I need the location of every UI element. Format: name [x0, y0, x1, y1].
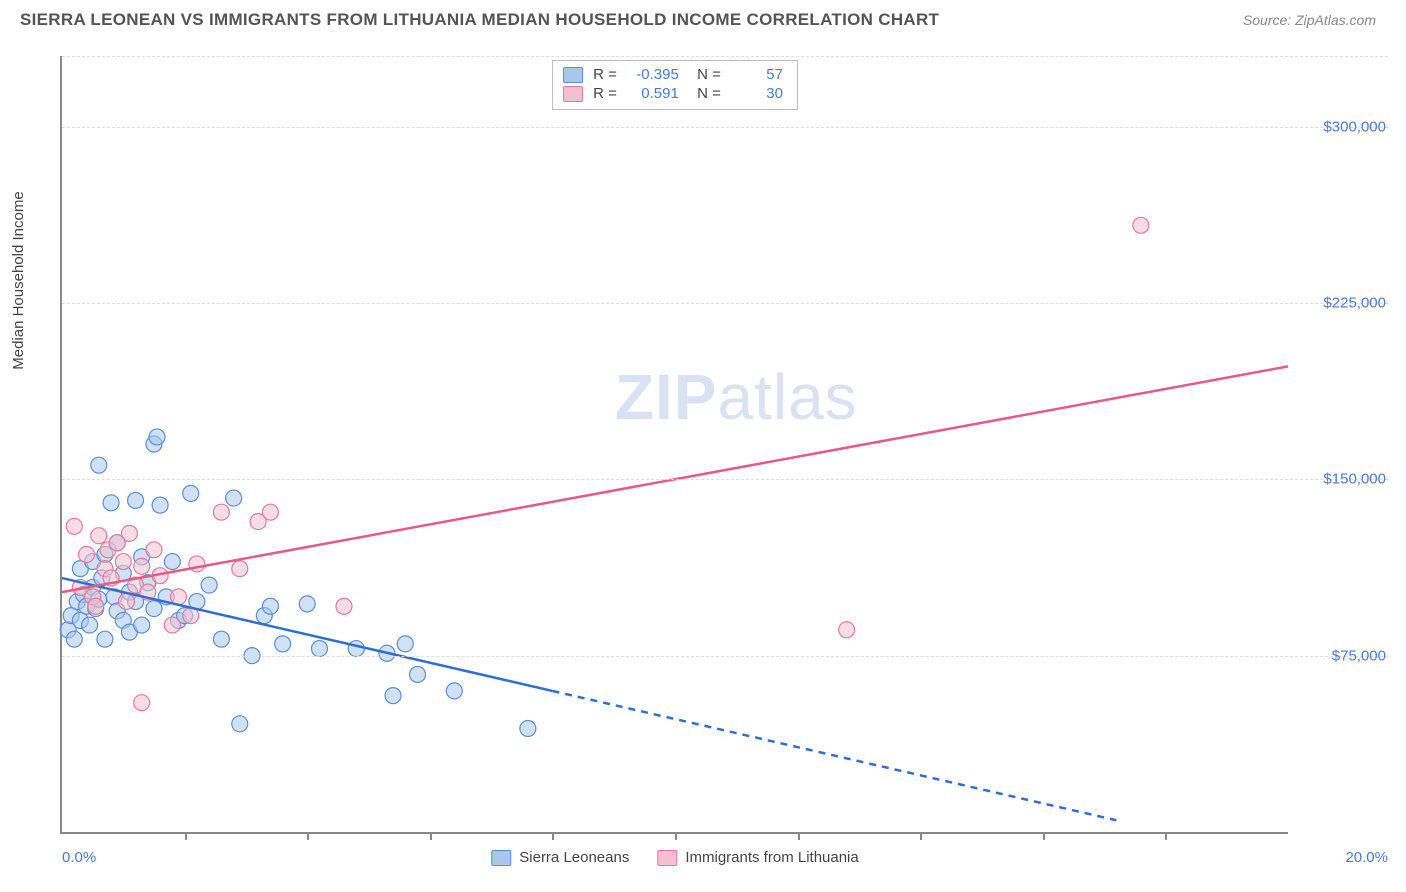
- corr-r-value-0: -0.395: [627, 66, 679, 83]
- data-point: [149, 429, 165, 445]
- x-tick: [798, 832, 800, 840]
- x-tick: [675, 832, 677, 840]
- x-axis-min-label: 0.0%: [62, 849, 96, 866]
- corr-n-label: N =: [689, 85, 721, 102]
- data-point: [183, 485, 199, 501]
- data-point: [146, 542, 162, 558]
- gridline: [62, 127, 1388, 128]
- corr-r-label: R =: [593, 85, 617, 102]
- swatch-series-1: [657, 850, 677, 866]
- bottom-legend: Sierra Leoneans Immigrants from Lithuani…: [491, 849, 858, 866]
- data-point: [146, 601, 162, 617]
- data-point: [201, 577, 217, 593]
- corr-r-value-1: 0.591: [627, 85, 679, 102]
- data-point: [91, 457, 107, 473]
- data-point: [88, 598, 104, 614]
- x-tick: [1043, 832, 1045, 840]
- data-point: [134, 558, 150, 574]
- data-point: [262, 504, 278, 520]
- x-tick: [552, 832, 554, 840]
- legend-item-1: Immigrants from Lithuania: [657, 849, 858, 866]
- chart-title: SIERRA LEONEAN VS IMMIGRANTS FROM LITHUA…: [20, 10, 939, 30]
- chart-container: Median Household Income ZIPatlas R = -0.…: [18, 44, 1388, 874]
- corr-row-series-1: R = 0.591 N = 30: [563, 84, 783, 103]
- data-point: [1133, 217, 1149, 233]
- data-point: [134, 617, 150, 633]
- data-point: [66, 518, 82, 534]
- data-point: [520, 721, 536, 737]
- data-point: [213, 631, 229, 647]
- x-tick: [307, 832, 309, 840]
- data-point: [397, 636, 413, 652]
- data-point: [97, 631, 113, 647]
- data-point: [103, 495, 119, 511]
- correlation-box: R = -0.395 N = 57 R = 0.591 N = 30: [552, 60, 798, 110]
- corr-n-value-1: 30: [731, 85, 783, 102]
- data-point: [164, 617, 180, 633]
- data-point: [164, 554, 180, 570]
- regression-line: [552, 691, 1116, 820]
- data-point: [446, 683, 462, 699]
- swatch-series-0: [563, 67, 583, 83]
- data-point: [82, 617, 98, 633]
- gridline: [62, 656, 1388, 657]
- data-point: [336, 598, 352, 614]
- data-point: [118, 594, 134, 610]
- swatch-series-1: [563, 86, 583, 102]
- legend-label-0: Sierra Leoneans: [519, 849, 629, 866]
- corr-n-label: N =: [689, 66, 721, 83]
- data-point: [385, 688, 401, 704]
- data-point: [152, 497, 168, 513]
- legend-label-1: Immigrants from Lithuania: [685, 849, 858, 866]
- data-point: [839, 622, 855, 638]
- gridline: [62, 303, 1388, 304]
- data-point: [226, 490, 242, 506]
- y-tick-label: $225,000: [1296, 294, 1386, 311]
- plot-area: ZIPatlas R = -0.395 N = 57 R = 0.591 N =…: [60, 56, 1288, 834]
- x-axis-max-label: 20.0%: [1345, 849, 1388, 866]
- data-point: [79, 547, 95, 563]
- source-label: Source: ZipAtlas.com: [1243, 12, 1376, 28]
- corr-r-label: R =: [593, 66, 617, 83]
- data-point: [128, 492, 144, 508]
- corr-n-value-0: 57: [731, 66, 783, 83]
- x-tick: [185, 832, 187, 840]
- legend-item-0: Sierra Leoneans: [491, 849, 629, 866]
- data-point: [410, 666, 426, 682]
- data-point: [232, 561, 248, 577]
- data-point: [213, 504, 229, 520]
- data-point: [299, 596, 315, 612]
- y-tick-label: $75,000: [1296, 647, 1386, 664]
- data-point: [262, 598, 278, 614]
- x-tick: [1165, 832, 1167, 840]
- data-point: [348, 641, 364, 657]
- x-tick: [430, 832, 432, 840]
- gridline: [62, 479, 1388, 480]
- x-tick: [920, 832, 922, 840]
- gridline: [62, 56, 1388, 57]
- y-axis-label: Median Household Income: [10, 191, 27, 369]
- data-point: [232, 716, 248, 732]
- data-point: [91, 528, 107, 544]
- plot-svg: [62, 56, 1288, 832]
- data-point: [134, 695, 150, 711]
- y-tick-label: $300,000: [1296, 118, 1386, 135]
- corr-row-series-0: R = -0.395 N = 57: [563, 65, 783, 84]
- data-point: [66, 631, 82, 647]
- data-point: [311, 641, 327, 657]
- swatch-series-0: [491, 850, 511, 866]
- data-point: [115, 554, 131, 570]
- data-point: [275, 636, 291, 652]
- data-point: [121, 525, 137, 541]
- y-tick-label: $150,000: [1296, 471, 1386, 488]
